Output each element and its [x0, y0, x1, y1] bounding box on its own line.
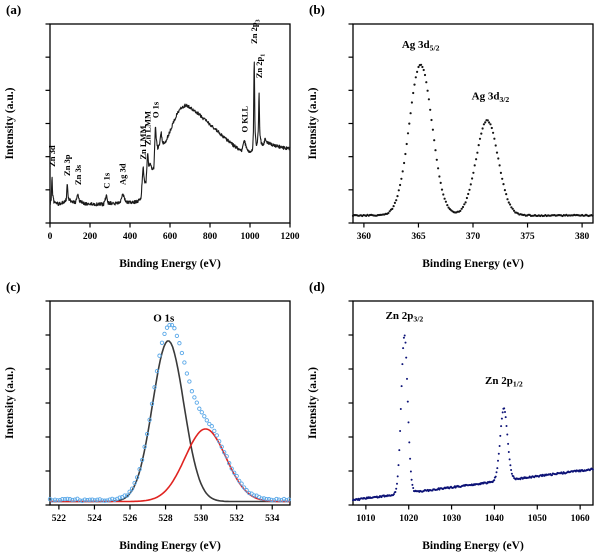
- zn2p-spectrum-chart: 1010 1020 1030 1040 1050 1060 Binding Energy (…: [307, 300, 594, 552]
- svg-text:Intensity (a.u.): Intensity (a.u.): [307, 87, 319, 159]
- svg-text:Zn LMM: Zn LMM: [143, 111, 153, 145]
- svg-text:200: 200: [83, 232, 98, 242]
- svg-text:360: 360: [357, 232, 372, 242]
- svg-text:Binding Energy (eV): Binding Energy (eV): [422, 258, 524, 270]
- svg-text:1040: 1040: [485, 514, 504, 524]
- svg-text:530: 530: [194, 514, 209, 524]
- svg-text:Zn 3d: Zn 3d: [47, 145, 57, 167]
- svg-text:600: 600: [163, 232, 178, 242]
- svg-text:400: 400: [123, 232, 138, 242]
- panel-c-letter: (c): [6, 279, 21, 294]
- svg-text:Zn 3s: Zn 3s: [73, 164, 83, 185]
- svg-text:532: 532: [230, 514, 245, 524]
- svg-text:1030: 1030: [442, 514, 461, 524]
- svg-text:Zn 2p3/2: Zn 2p3/2: [386, 310, 424, 324]
- svg-text:Ag 3d3/2: Ag 3d3/2: [472, 90, 510, 104]
- svg-text:1200: 1200: [281, 232, 300, 242]
- panel-a-letter: (a): [6, 2, 22, 17]
- o1s-spectrum-chart: 522 524 526 528 530 532 534 Binding Energy (eV)…: [4, 300, 292, 552]
- svg-text:370: 370: [466, 232, 481, 242]
- svg-text:Intensity (a.u.): Intensity (a.u.): [307, 367, 319, 439]
- panel-c: (c) 522 524 526 528 530 532 534 Binding Energy …: [0, 277, 303, 559]
- svg-text:1060: 1060: [571, 514, 590, 524]
- svg-text:Binding Energy (eV): Binding Energy (eV): [422, 540, 524, 552]
- svg-text:0: 0: [48, 232, 53, 242]
- svg-text:Zn LMM: Zn LMM: [138, 125, 148, 159]
- svg-text:O KLL: O KLL: [239, 106, 249, 133]
- svg-text:Intensity (a.u.): Intensity (a.u.): [4, 87, 16, 159]
- panel-a: (a) 0 200 400 600 800 1000 1200 Binding Energy …: [0, 0, 303, 277]
- panel-d: (d) 1010 1020 1030 1040 1050 1060 Binding Ener…: [303, 277, 606, 559]
- svg-text:528: 528: [158, 514, 173, 524]
- svg-text:Binding Energy (eV): Binding Energy (eV): [119, 258, 221, 270]
- svg-text:Zn 2p1: Zn 2p1: [254, 54, 267, 79]
- svg-text:O 1s: O 1s: [153, 313, 175, 325]
- svg-text:524: 524: [87, 514, 102, 524]
- svg-text:380: 380: [575, 232, 590, 242]
- panel-b-letter: (b): [309, 2, 325, 17]
- svg-text:800: 800: [203, 232, 218, 242]
- svg-text:1010: 1010: [356, 514, 375, 524]
- svg-text:Binding Energy (eV): Binding Energy (eV): [119, 540, 221, 552]
- panel-b: (b) 360 365 370 375 380 Binding Energy (eV) In…: [303, 0, 606, 277]
- svg-text:1020: 1020: [399, 514, 418, 524]
- svg-text:1050: 1050: [528, 514, 547, 524]
- svg-text:526: 526: [123, 514, 138, 524]
- svg-text:1000: 1000: [241, 232, 260, 242]
- ag3d-spectrum-chart: 360 365 370 375 380 Binding Energy (eV) Intens…: [307, 23, 594, 270]
- svg-text:Zn 2p3: Zn 2p3: [249, 19, 262, 44]
- panel-d-letter: (d): [309, 279, 325, 294]
- survey-spectrum-chart: 0 200 400 600 800 1000 1200 Binding Energy (eV)…: [4, 19, 300, 270]
- svg-text:C 1s: C 1s: [101, 172, 111, 189]
- svg-text:Intensity (a.u.): Intensity (a.u.): [4, 367, 16, 439]
- svg-text:Ag 3d: Ag 3d: [118, 163, 128, 185]
- svg-text:Zn 3p: Zn 3p: [62, 154, 72, 176]
- svg-text:Ag 3d5/2: Ag 3d5/2: [402, 39, 440, 53]
- svg-text:522: 522: [52, 514, 67, 524]
- svg-text:Zn 2p1/2: Zn 2p1/2: [485, 375, 523, 389]
- svg-text:375: 375: [520, 232, 535, 242]
- svg-text:534: 534: [265, 514, 280, 524]
- svg-text:O 1s: O 1s: [150, 101, 160, 118]
- svg-text:365: 365: [411, 232, 426, 242]
